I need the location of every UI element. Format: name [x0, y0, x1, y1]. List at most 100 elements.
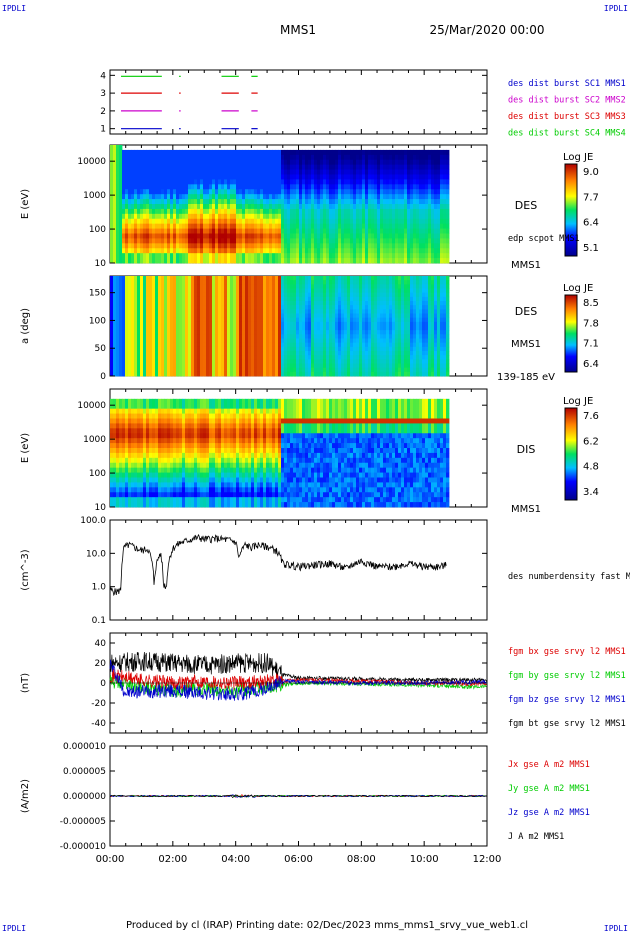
corner-bl: IPDLI: [2, 924, 27, 933]
label-mms1: MMS1: [511, 339, 541, 350]
ylabel-density: (cm^-3): [20, 549, 31, 590]
label-energy: 139-185 eV: [497, 372, 555, 383]
xtick-label: 08:00: [347, 854, 376, 865]
colorbar-tick: 6.2: [583, 436, 599, 447]
series-density: [109, 533, 447, 597]
ytick-label: 10: [95, 503, 107, 513]
frame-density: [109, 519, 488, 621]
ylabel-bfield: (nT): [20, 673, 31, 693]
frame-burst: [109, 69, 488, 135]
label-des-pitch: DES: [515, 305, 537, 318]
ytick-label: 10.0: [86, 549, 106, 559]
xtick-label: 06:00: [284, 854, 313, 865]
label-mms1: MMS1: [511, 504, 541, 515]
colorbar-des_energy: [564, 163, 578, 257]
spectrogram-des_pitch: [110, 276, 450, 377]
ylabel-des_energy: E (eV): [20, 189, 31, 219]
legend-density: des numberdensity fast M: [508, 572, 630, 582]
ytick-label: 1: [100, 125, 106, 135]
legend-burst: des dist burst SC3 MMS3: [508, 112, 626, 122]
colorbar-tick: 7.8: [583, 318, 599, 329]
label-scpot: edp scpot MMS1: [508, 234, 580, 244]
colorbar-tick: 6.4: [583, 218, 599, 229]
ytick-label: 100: [89, 316, 106, 326]
header-datetime: 25/Mar/2020 00:00: [430, 23, 545, 37]
corner-br: IPDLI: [603, 924, 628, 933]
ytick-label: -0.000010: [60, 842, 106, 852]
colorbar-tick: 5.1: [583, 243, 599, 254]
colorbar-des_pitch: [564, 294, 578, 373]
ytick-label: 100: [89, 469, 106, 479]
legend-bfield: fgm bz gse srvy l2 MMS1: [508, 695, 626, 705]
xtick-label: 04:00: [221, 854, 250, 865]
ytick-label: 3: [100, 89, 106, 99]
legend-burst: des dist burst SC2 MMS2: [508, 96, 626, 106]
header-spacecraft: MMS1: [280, 23, 316, 37]
ytick-label: 1000: [83, 435, 106, 445]
series-bfield: [109, 651, 487, 684]
ytick-label: 0.000010: [63, 742, 106, 752]
label-des-energy: DES: [515, 199, 537, 212]
colorbar-tick: 9.0: [583, 167, 599, 178]
ytick-label: 1.0: [92, 583, 107, 593]
spectrogram-des_energy: [110, 145, 450, 264]
ytick-label: 150: [89, 289, 106, 299]
legend-bfield: fgm bx gse srvy l2 MMS1: [508, 647, 626, 657]
ytick-label: -0.000005: [60, 817, 106, 827]
corner-tl: IPDLI: [2, 4, 27, 13]
legend-current: J A m2 MMS1: [508, 832, 564, 842]
colorbar-title: Log JE: [563, 152, 593, 163]
footer-text: Produced by cl (IRAP) Printing date: 02/…: [126, 920, 528, 931]
legend-current: Jx gse A m2 MMS1: [508, 760, 590, 770]
xtick-label: 12:00: [473, 854, 502, 865]
colorbar-title: Log JE: [563, 396, 593, 407]
legend-current: Jz gse A m2 MMS1: [508, 808, 590, 818]
colorbar-tick: 6.4: [583, 359, 599, 370]
series-current: [109, 794, 486, 798]
ytick-label: -40: [91, 719, 106, 729]
xtick-label: 10:00: [410, 854, 439, 865]
colorbar-tick: 7.6: [583, 411, 599, 422]
ylabel-dis_energy: E (eV): [20, 433, 31, 463]
xtick-label: 02:00: [158, 854, 187, 865]
ytick-label: 0: [100, 372, 106, 382]
xtick-label: 00:00: [96, 854, 125, 865]
colorbar-tick: 4.8: [583, 462, 599, 473]
legend-current: Jy gse A m2 MMS1: [508, 784, 590, 794]
colorbar-tick: 7.7: [583, 192, 599, 203]
colorbar-tick: 7.1: [583, 339, 599, 350]
colorbar-tick: 3.4: [583, 487, 599, 498]
ytick-label: 0.000005: [63, 767, 106, 777]
ylabel-des_pitch: a (deg): [20, 308, 31, 344]
ytick-label: 10000: [77, 401, 106, 411]
ytick-label: 100.0: [80, 516, 106, 526]
legend-bfield: fgm bt gse srvy l2 MMS1: [508, 719, 626, 729]
ytick-label: 0.1: [92, 616, 106, 626]
spectrogram-dis_energy: [110, 398, 450, 508]
ytick-label: 1000: [83, 191, 106, 201]
colorbar-tick: 8.5: [583, 298, 599, 309]
label-dis: DIS: [517, 443, 536, 456]
ytick-label: 0.000000: [63, 792, 106, 802]
ytick-label: 0: [100, 679, 106, 689]
corner-tr: IPDLI: [603, 4, 628, 13]
legend-burst: des dist burst SC1 MMS1: [508, 79, 626, 89]
ytick-label: 100: [89, 225, 106, 235]
ytick-label: 2: [100, 107, 106, 117]
ytick-label: 4: [100, 71, 106, 81]
ytick-label: -20: [91, 699, 106, 709]
series-bfield: [109, 659, 487, 701]
ytick-label: 10000: [77, 157, 106, 167]
ytick-label: 50: [95, 344, 107, 354]
ytick-label: 20: [95, 659, 107, 669]
colorbar-dis_energy: [564, 407, 578, 501]
label-mms1: MMS1: [511, 260, 541, 271]
legend-burst: des dist burst SC4 MMS4: [508, 129, 626, 139]
ytick-label: 40: [95, 639, 107, 649]
ylabel-current: (A/m2): [20, 779, 31, 813]
legend-bfield: fgm by gse srvy l2 MMS1: [508, 671, 626, 681]
colorbar-title: Log JE: [563, 283, 593, 294]
series-bfield: [109, 668, 487, 690]
ytick-label: 10: [95, 259, 107, 269]
